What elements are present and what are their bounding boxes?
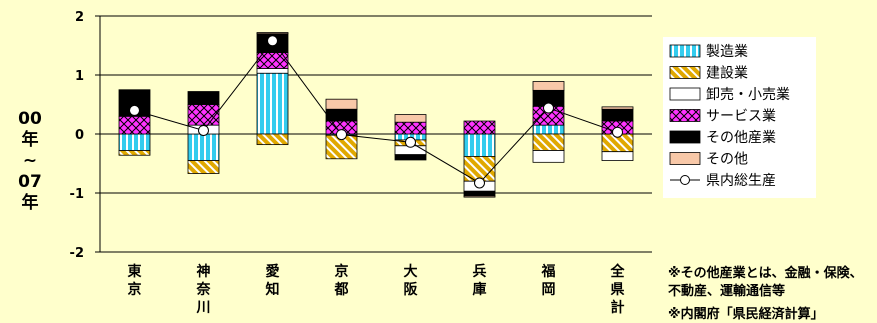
x-tick-label: 大 — [404, 263, 418, 280]
y-tick-label: 0 — [75, 128, 84, 143]
gdp-point — [612, 126, 623, 138]
x-tick-label: 岡 — [542, 282, 556, 298]
x-tick-label: 庫 — [473, 281, 487, 298]
x-tick-label: 奈 — [196, 281, 212, 298]
bar-segment — [325, 98, 358, 110]
bar-segment — [118, 133, 151, 151]
x-tick-label: 愛 — [266, 263, 280, 280]
x-tick-label: 計 — [611, 299, 625, 316]
gdp-line — [129, 35, 623, 189]
gridlines — [95, 15, 652, 253]
y-axis-title-part: 00 — [18, 109, 42, 129]
x-tick-label: 都 — [334, 282, 349, 298]
y-axis-title: 00年~07年 — [18, 109, 42, 213]
legend-swatch — [669, 44, 701, 58]
legend-label: 卸売・小売業 — [706, 87, 790, 103]
x-tick-label: 全 — [610, 263, 626, 280]
bar-segment — [256, 68, 289, 74]
legend-marker — [680, 175, 690, 185]
bar-segment — [256, 72, 289, 135]
bar-segment — [532, 133, 565, 151]
y-axis-title-part: 年 — [22, 192, 39, 213]
x-tick-label: 東 — [128, 263, 142, 280]
bar-segment — [394, 114, 427, 123]
y-tick-label: 1 — [75, 69, 84, 84]
y-tick-label: 2 — [75, 10, 84, 25]
bar-segment — [118, 150, 151, 156]
bar-segment — [463, 195, 496, 198]
legend-swatch — [669, 130, 701, 144]
gdp-point — [198, 124, 209, 136]
bar-segment — [463, 133, 496, 157]
gdp-point — [474, 177, 485, 189]
legend-label: 製造業 — [706, 44, 748, 60]
y-axis-title-part: 07 — [18, 172, 42, 192]
bar-segment — [601, 106, 634, 110]
gdp-point — [336, 129, 347, 141]
y-axis-title-part: 年 — [22, 129, 39, 150]
bar-segment — [256, 133, 289, 146]
bar-segment — [532, 124, 565, 135]
bar-segment — [187, 160, 220, 174]
source-note: ※内閣府「県民経済計算」 — [668, 307, 824, 322]
x-tick-label: 神 — [197, 263, 211, 280]
x-tick-label: 川 — [196, 300, 211, 316]
bar-segment — [463, 190, 496, 197]
y-tick-labels: 2 1 0 -1 -2 — [70, 10, 84, 261]
bar-segment — [601, 108, 634, 122]
bar-segment — [532, 150, 565, 163]
y-tick-label: -1 — [70, 187, 84, 202]
bar-segment — [394, 154, 427, 161]
bar-segment — [532, 81, 565, 91]
legend-swatch — [669, 87, 701, 101]
legend-label: 建設業 — [706, 66, 748, 82]
x-tick-label: 京 — [128, 281, 142, 298]
gdp-point — [543, 102, 554, 114]
legend-label: その他 — [706, 152, 748, 168]
gdp-point — [129, 104, 140, 116]
bar-segment — [463, 120, 496, 135]
x-tick-label: 福 — [541, 263, 556, 280]
bar-segment — [256, 32, 289, 35]
note-line1: ※その他産業とは、金融・保険、 — [668, 266, 863, 281]
note-line2: 不動産、運輸通信等 — [668, 284, 786, 299]
x-tick-label: 県 — [611, 282, 625, 298]
gdp-point — [405, 136, 416, 148]
legend-label: その他産業 — [706, 130, 776, 146]
bar-segment — [601, 151, 634, 161]
legend-swatch — [669, 152, 701, 165]
bar-segment — [394, 121, 427, 135]
legend-label: サービス業 — [706, 109, 776, 125]
y-axis-title-part: ~ — [23, 151, 37, 171]
bar-segment — [118, 115, 151, 135]
gdp-point — [267, 35, 278, 47]
bar-segment — [187, 104, 220, 126]
legend-swatch — [669, 66, 701, 79]
y-tick-label: -2 — [70, 246, 84, 261]
x-tick-label: 京 — [335, 263, 349, 280]
legend-label: 県内総生産 — [706, 173, 776, 189]
bar-segment — [187, 91, 220, 105]
x-tick-label: 阪 — [404, 282, 419, 298]
gdp-line-path — [134, 39, 618, 184]
x-tick-label: 兵 — [473, 263, 487, 280]
x-tick-label: 知 — [266, 281, 280, 298]
legend-swatch — [669, 109, 701, 122]
bar-segment — [187, 133, 220, 161]
stacked-bars — [118, 32, 634, 198]
